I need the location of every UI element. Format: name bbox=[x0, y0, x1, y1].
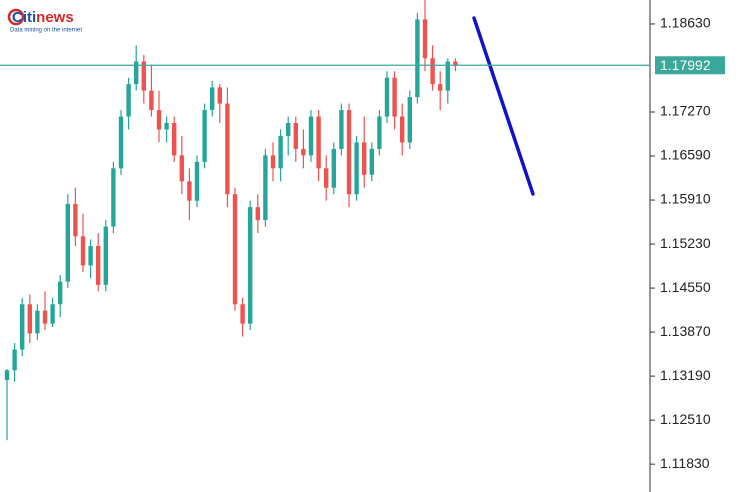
candle-body bbox=[111, 168, 116, 227]
candle-body bbox=[73, 203, 78, 237]
candle-body bbox=[88, 246, 93, 266]
candle-body bbox=[415, 19, 420, 98]
candle-body bbox=[126, 84, 131, 117]
y-tick-label: 1.18630 bbox=[660, 15, 711, 31]
candle-body bbox=[346, 110, 352, 195]
candle-body bbox=[400, 116, 405, 143]
y-tick-label: 1.11830 bbox=[660, 455, 710, 471]
logo-brand-accent: news bbox=[36, 9, 74, 26]
candle-body bbox=[12, 349, 17, 371]
candle-body bbox=[240, 304, 245, 324]
candle-body bbox=[42, 310, 48, 324]
candle-body bbox=[232, 194, 238, 305]
candle-body bbox=[286, 123, 291, 136]
candle-body bbox=[430, 58, 435, 85]
candle-body bbox=[35, 310, 40, 334]
y-tick-label: 1.13190 bbox=[660, 367, 711, 383]
candle-body bbox=[172, 123, 177, 156]
logo: Citinews Data mining on the internet bbox=[7, 8, 82, 34]
candle-body bbox=[438, 84, 443, 91]
candle-body bbox=[149, 90, 154, 111]
candle-body bbox=[377, 116, 382, 149]
candle-body bbox=[156, 110, 162, 130]
y-tick-label: 1.15230 bbox=[660, 235, 711, 251]
candle-body bbox=[384, 77, 390, 117]
y-tick-label: 1.17270 bbox=[660, 103, 711, 119]
candle-body bbox=[301, 148, 306, 156]
y-tick-label: 1.16590 bbox=[660, 147, 711, 163]
candle-body bbox=[407, 97, 412, 143]
candle-body bbox=[316, 116, 321, 169]
candle-body bbox=[164, 123, 169, 130]
candle-body bbox=[179, 155, 184, 182]
candle-body bbox=[369, 148, 374, 175]
candle-body bbox=[362, 142, 367, 175]
candle-body bbox=[80, 236, 86, 266]
candle-body bbox=[194, 161, 200, 201]
candle-body bbox=[248, 207, 253, 324]
candle-body bbox=[255, 207, 260, 221]
logo-icon bbox=[7, 8, 25, 26]
candle-body bbox=[103, 226, 108, 285]
candle-body bbox=[210, 87, 215, 111]
candle-body bbox=[324, 168, 329, 188]
candle-body bbox=[354, 142, 359, 195]
logo-tagline: Data mining on the internet bbox=[10, 28, 82, 34]
trend-arrow-line bbox=[472, 16, 535, 196]
logo-brand: Citinews bbox=[12, 9, 74, 26]
candle-body bbox=[58, 281, 63, 305]
candle-body bbox=[331, 148, 336, 188]
candle-body bbox=[422, 19, 428, 59]
candle-body bbox=[270, 155, 276, 169]
y-tick-label: 1.14550 bbox=[660, 279, 711, 295]
y-tick-label: 1.13870 bbox=[660, 323, 711, 339]
candle-body bbox=[65, 203, 70, 282]
candle-body bbox=[118, 116, 124, 169]
logo-brand-main: Citi bbox=[12, 9, 36, 26]
candle-body bbox=[4, 370, 10, 381]
candle-body bbox=[217, 87, 222, 104]
current-price-box bbox=[655, 56, 725, 75]
current-price-label: 1.17992 bbox=[660, 57, 711, 73]
y-tick-label: 1.12510 bbox=[660, 411, 711, 427]
candle-body bbox=[20, 304, 25, 350]
candle-body bbox=[134, 61, 139, 85]
candle-body bbox=[187, 181, 192, 201]
candle-body bbox=[278, 135, 283, 169]
candle-body bbox=[202, 110, 207, 162]
candle-body bbox=[50, 304, 55, 324]
candle-body bbox=[308, 116, 314, 156]
candle-body bbox=[293, 123, 298, 149]
candle-body bbox=[27, 304, 32, 334]
candle-body bbox=[445, 61, 450, 91]
candle-body bbox=[453, 61, 458, 66]
y-tick-label: 1.15910 bbox=[660, 191, 711, 207]
candle-body bbox=[141, 61, 146, 91]
candle-body bbox=[339, 110, 344, 149]
candle-body bbox=[392, 77, 397, 117]
candle-body bbox=[263, 155, 268, 221]
candle-body bbox=[225, 103, 230, 195]
candle-body bbox=[96, 246, 101, 285]
